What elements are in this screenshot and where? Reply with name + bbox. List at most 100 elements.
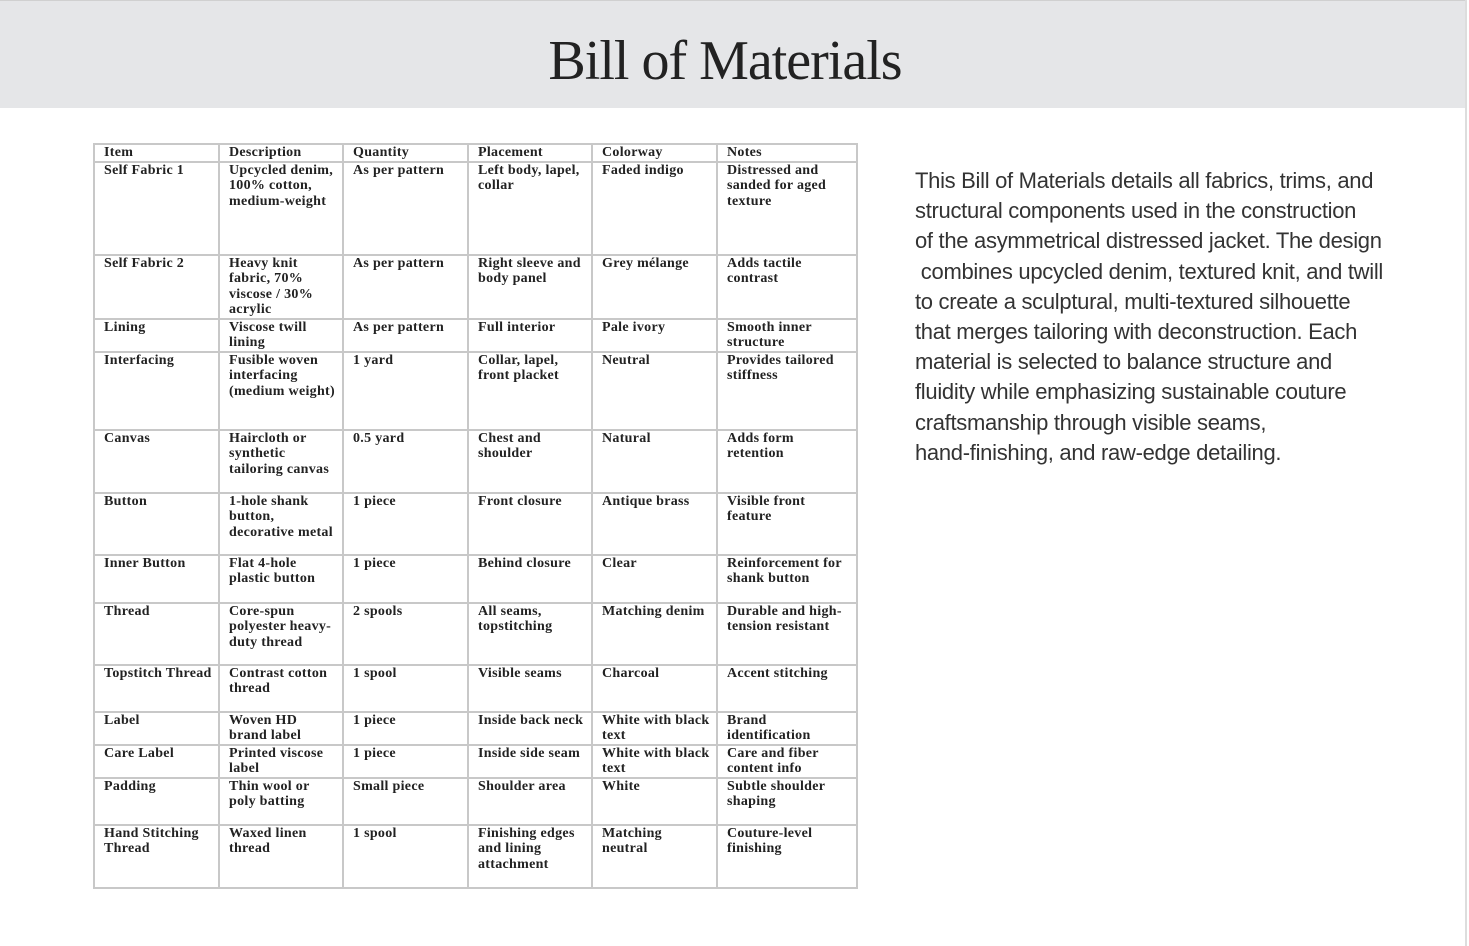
column-header: Description — [218, 143, 344, 163]
page-edge — [1465, 0, 1467, 946]
description: This Bill of Materials details all fabri… — [915, 166, 1383, 468]
description-line: hand-finishing, and raw-edge detailing. — [915, 439, 1282, 465]
table-cell: White with black text — [591, 710, 718, 746]
table-cell: Collar, lapel, front placket — [467, 350, 593, 431]
bom-table: Item Description Quantity Placement Colorway… — [93, 143, 858, 889]
table-cell: 1 spool — [342, 663, 469, 713]
description-line: fluidity while emphasizing sustainable c… — [915, 379, 1347, 405]
table-cell: Thin wool or poly batting — [218, 776, 344, 826]
table-cell: 1 piece — [342, 553, 469, 604]
table-cell: Visible seams — [467, 663, 593, 713]
table-cell: Button — [93, 491, 220, 556]
table-row: Self Fabric 1 Upcycled denim, 100% cotton… — [93, 160, 858, 256]
table-row: Canvas Haircloth or synthetic tailoring c… — [93, 428, 858, 494]
table-cell: Reinforcement for shank button — [716, 553, 858, 604]
table-cell: Adds tactile contrast — [716, 253, 858, 320]
table-cell: Neutral — [591, 350, 718, 431]
table-cell: 0.5 yard — [342, 428, 469, 494]
table-cell: 1 piece — [342, 710, 469, 746]
table-cell: Subtle shoulder shaping — [716, 776, 858, 826]
table-row: Self Fabric 2 Heavy knit fabric, 70% visc… — [93, 253, 858, 320]
table-cell: Padding — [93, 776, 220, 826]
table-cell: Core-spun polyester heavy-duty thread — [218, 601, 344, 666]
table-cell: White — [591, 776, 718, 826]
table-cell: Care and fiber content info — [716, 743, 858, 779]
table-cell: Fusible woven interfacing (medium weight… — [218, 350, 344, 431]
table-row: Care Label Printed viscose label 1 piece In… — [93, 743, 858, 779]
table-cell: Charcoal — [591, 663, 718, 713]
table-cell: 1 yard — [342, 350, 469, 431]
table-cell: Smooth inner structure — [716, 317, 858, 353]
table-cell: Flat 4-hole plastic button — [218, 553, 344, 604]
table-cell: Durable and high-tension resistant — [716, 601, 858, 666]
table-cell: Waxed linen thread — [218, 823, 344, 889]
table-cell: Faded indigo — [591, 160, 718, 256]
table-cell: Thread — [93, 601, 220, 666]
table-cell: Full interior — [467, 317, 593, 353]
table-cell: As per pattern — [342, 160, 469, 256]
table-cell: Shoulder area — [467, 776, 593, 826]
table-cell: Viscose twill lining — [218, 317, 344, 353]
table-cell: Pale ivory — [591, 317, 718, 353]
table-cell: Small piece — [342, 776, 469, 826]
page-title: Bill of Materials — [548, 30, 902, 92]
header-row: Item Description Quantity Placement Colorway… — [93, 143, 858, 163]
table-row: Lining Viscose twill lining As per pattern… — [93, 317, 858, 353]
table-cell: Matching neutral — [591, 823, 718, 889]
table-cell: As per pattern — [342, 317, 469, 353]
description-line: to create a sculptural, multi-textured s… — [915, 288, 1351, 314]
table-cell: Chest and shoulder — [467, 428, 593, 494]
table-row: Thread Core-spun polyester heavy-duty thr… — [93, 601, 858, 666]
table-cell: White with black text — [591, 743, 718, 779]
table-cell: Printed viscose label — [218, 743, 344, 779]
table-cell: 2 spools — [342, 601, 469, 666]
table-cell: Inside side seam — [467, 743, 593, 779]
table-cell: Hand Stitching Thread — [93, 823, 220, 889]
table-cell: Front closure — [467, 491, 593, 556]
table-cell: Lining — [93, 317, 220, 353]
table-cell: Self Fabric 1 — [93, 160, 220, 256]
table-cell: Adds form retention — [716, 428, 858, 494]
column-header: Notes — [716, 143, 858, 163]
table-cell: Antique brass — [591, 491, 718, 556]
table-cell: Inner Button — [93, 553, 220, 604]
table-cell: 1 piece — [342, 743, 469, 779]
table-row: Padding Thin wool or poly batting Small pi… — [93, 776, 858, 826]
table-cell: Grey mélange — [591, 253, 718, 320]
table-cell: Right sleeve and body panel — [467, 253, 593, 320]
description-line: This Bill of Materials details all fabri… — [915, 168, 1374, 193]
table-cell: Heavy knit fabric, 70% viscose / 30% acr… — [218, 253, 344, 320]
column-header: Colorway — [591, 143, 718, 163]
table-row: Button 1-hole shank button, decorative me… — [93, 491, 858, 556]
table-cell: As per pattern — [342, 253, 469, 320]
table-cell: 1 piece — [342, 491, 469, 556]
table-cell: 1 spool — [342, 823, 469, 889]
table-cell: Haircloth or synthetic tailoring canvas — [218, 428, 344, 494]
description-line: craftsmanship through visible seams, — [915, 409, 1267, 435]
table-cell: Upcycled denim, 100% cotton, medium-weig… — [218, 160, 344, 256]
description-line: of the asymmetrical distressed jacket. T… — [915, 228, 1382, 254]
table-cell: Inside back neck — [467, 710, 593, 746]
table-cell: 1-hole shank button, decorative metal — [218, 491, 344, 556]
column-header: Quantity — [342, 143, 469, 163]
header-band: Bill of Materials — [0, 0, 1466, 108]
table-cell: Brand identification — [716, 710, 858, 746]
table-row: Topstitch Thread Contrast cotton thread 1 … — [93, 663, 858, 713]
table-cell: Finishing edges and lining attachment — [467, 823, 593, 889]
table-cell: Canvas — [93, 428, 220, 494]
table-cell: Matching denim — [591, 601, 718, 666]
table-cell: Accent stitching — [716, 663, 858, 713]
column-header: Placement — [467, 143, 593, 163]
table-cell: Natural — [591, 428, 718, 494]
table-row: Interfacing Fusible woven interfacing (me… — [93, 350, 858, 431]
description-line: that merges tailoring with deconstructio… — [915, 319, 1358, 345]
table-row: Inner Button Flat 4-hole plastic button 1 … — [93, 553, 858, 604]
table-cell: Provides tailored stiffness — [716, 350, 858, 431]
table-cell: Label — [93, 710, 220, 746]
table-cell: Self Fabric 2 — [93, 253, 220, 320]
table-cell: Clear — [591, 553, 718, 604]
table-cell: All seams, topstitching — [467, 601, 593, 666]
table-row: Hand Stitching Thread Waxed linen thread 1… — [93, 823, 858, 889]
table-cell: Contrast cotton thread — [218, 663, 344, 713]
